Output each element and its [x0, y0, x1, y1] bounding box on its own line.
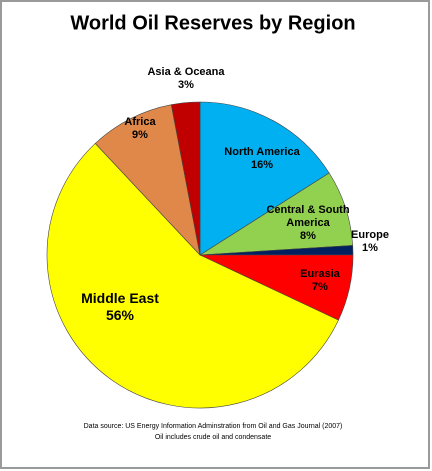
pie-slice [199, 101, 330, 256]
category-label: Asia & Oceana [147, 66, 225, 78]
category-label: Middle East [81, 290, 159, 306]
value-label: 16% [250, 159, 274, 171]
value-label: 9% [132, 129, 148, 141]
slice-label-box: Central & South America 8% [263, 204, 353, 243]
value-label: 7% [312, 281, 328, 293]
slice-label-box: Africa 9% [105, 116, 175, 142]
source-note: Oil includes crude oil and condensate [155, 434, 271, 441]
category-label: Africa [124, 116, 156, 128]
slice-label-box: North America 16% [217, 146, 307, 172]
category-label: Europe [351, 229, 389, 241]
slice-label-box: Asia & Oceana 3% [136, 66, 236, 92]
slice-label-box: Europe 1% [340, 229, 400, 255]
value-label: 3% [178, 79, 194, 91]
pie-slice [170, 101, 201, 256]
slice-label-box: Eurasia 7% [285, 268, 355, 294]
category-label: Central & South America [266, 204, 350, 229]
value-label: 56% [105, 307, 135, 323]
value-label: 8% [300, 230, 316, 242]
slice-label-box: Middle East 56% [60, 290, 180, 324]
category-label: Eurasia [300, 268, 340, 280]
pie [46, 101, 354, 409]
source-note: Data source: US Energy Information Admin… [84, 423, 343, 430]
chart-title: World Oil Reserves by Region [70, 12, 355, 34]
pie-slice [94, 104, 201, 256]
pie-slice [46, 143, 339, 409]
category-label: North America [224, 146, 300, 158]
value-label: 1% [362, 242, 378, 254]
